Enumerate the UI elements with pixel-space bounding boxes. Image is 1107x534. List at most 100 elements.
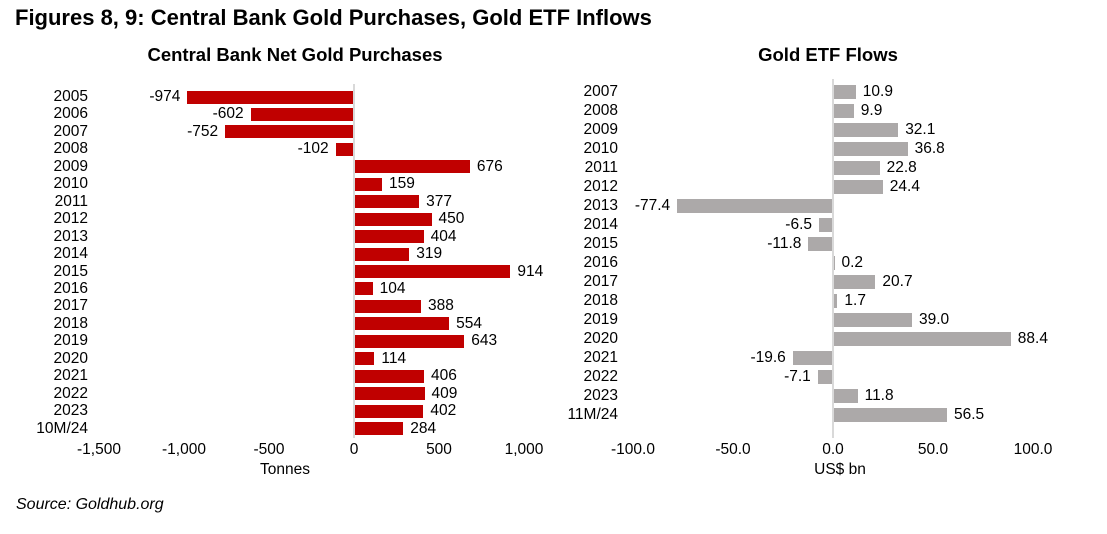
bar (355, 387, 425, 401)
source-text: Source: Goldhub.org (16, 496, 164, 513)
value-label: 377 (426, 192, 452, 210)
value-label: 22.8 (886, 158, 917, 176)
value-label: 11.8 (864, 387, 894, 405)
row-label: 2007 (53, 122, 88, 140)
x-tick-label: -1,500 (77, 441, 121, 458)
zero-axis-line (353, 84, 355, 438)
row-label: 2006 (53, 105, 88, 123)
value-label: 56.5 (954, 406, 985, 424)
row-label: 2019 (53, 332, 88, 350)
row-label: 2020 (53, 349, 88, 367)
value-label: -77.4 (634, 196, 671, 214)
row-label: 2009 (583, 120, 618, 138)
x-tick-label: 0 (349, 441, 359, 458)
bar (355, 299, 421, 313)
central-bank-x-axis-label: Tonnes (260, 461, 310, 478)
value-label: 24.4 (889, 177, 920, 195)
value-label: 88.4 (1017, 330, 1048, 348)
bar (834, 103, 854, 118)
value-label: 404 (430, 227, 457, 245)
bar (834, 179, 883, 194)
row-label: 2012 (53, 210, 88, 228)
row-label: 2007 (583, 82, 618, 100)
bar (355, 177, 383, 191)
bar (834, 408, 947, 423)
row-label: 2015 (53, 262, 88, 280)
value-label: -752 (187, 122, 219, 140)
x-tick-label: 50.0 (917, 441, 949, 458)
x-tick-label: 500 (426, 441, 452, 458)
value-label: 114 (381, 349, 407, 367)
value-label: 32.1 (905, 120, 936, 138)
row-label: 2010 (583, 139, 618, 157)
row-label: 2023 (53, 402, 88, 420)
bar (355, 352, 375, 366)
bar (355, 317, 450, 331)
row-label: 2022 (583, 368, 618, 386)
bar (834, 275, 876, 289)
value-label: 284 (410, 419, 437, 437)
bar (834, 313, 912, 328)
value-label: 554 (456, 314, 483, 332)
bar (817, 370, 832, 385)
row-label: 10M/24 (36, 419, 88, 437)
value-label: -102 (297, 140, 329, 158)
value-label: 0.2 (841, 253, 864, 271)
value-label: 388 (427, 297, 454, 315)
row-label: 2011 (54, 192, 88, 210)
bar (355, 212, 432, 226)
row-label: 2005 (53, 88, 88, 105)
value-label: 643 (471, 332, 498, 350)
bar (808, 236, 832, 251)
row-label: 2015 (583, 234, 618, 252)
row-label: 2008 (53, 140, 88, 158)
value-label: 1.7 (844, 292, 866, 310)
zero-axis-line (832, 79, 834, 438)
bar (834, 332, 1011, 347)
value-label: 406 (431, 367, 457, 385)
row-label: 2020 (583, 330, 618, 348)
x-tick-label: 1,000 (504, 441, 544, 458)
value-label: 104 (379, 279, 406, 297)
value-label: 39.0 (919, 311, 950, 329)
value-label: 36.8 (914, 139, 945, 157)
value-label: 319 (416, 245, 443, 263)
row-label: 2011 (584, 158, 618, 176)
row-label: 2008 (583, 101, 618, 119)
row-label: 2016 (583, 253, 618, 271)
value-label: -974 (149, 88, 181, 105)
bar (819, 217, 832, 232)
value-label: 10.9 (862, 82, 893, 100)
bar (355, 369, 425, 383)
value-label: 676 (476, 157, 503, 175)
row-label: 2016 (53, 279, 88, 297)
value-label: -602 (212, 105, 244, 123)
row-label: 2017 (583, 273, 618, 290)
bar (792, 351, 832, 366)
x-tick-label: 0.0 (822, 441, 844, 458)
bar (834, 84, 856, 99)
bar (355, 334, 465, 348)
row-label: 2010 (53, 175, 88, 193)
value-label: 914 (517, 262, 544, 280)
value-label: -11.8 (767, 234, 802, 252)
row-label: 2021 (583, 349, 618, 367)
bar (250, 107, 353, 121)
bar (187, 90, 353, 104)
row-label: 2021 (53, 367, 88, 385)
row-label: 2012 (583, 177, 618, 195)
bar (834, 389, 858, 404)
row-label: 11M/24 (567, 406, 618, 424)
value-label: -19.6 (750, 349, 786, 367)
row-label: 2019 (583, 311, 618, 329)
figure-title: Figures 8, 9: Central Bank Gold Purchase… (15, 5, 652, 30)
x-tick-label: -100.0 (611, 441, 655, 458)
row-label: 2018 (583, 292, 618, 310)
etf-chart-title: Gold ETF Flows (758, 44, 898, 65)
value-label: -6.5 (785, 215, 812, 233)
bar (355, 404, 424, 418)
bar (355, 195, 420, 209)
bar (834, 122, 899, 137)
bar (355, 422, 404, 436)
bar (355, 160, 470, 174)
